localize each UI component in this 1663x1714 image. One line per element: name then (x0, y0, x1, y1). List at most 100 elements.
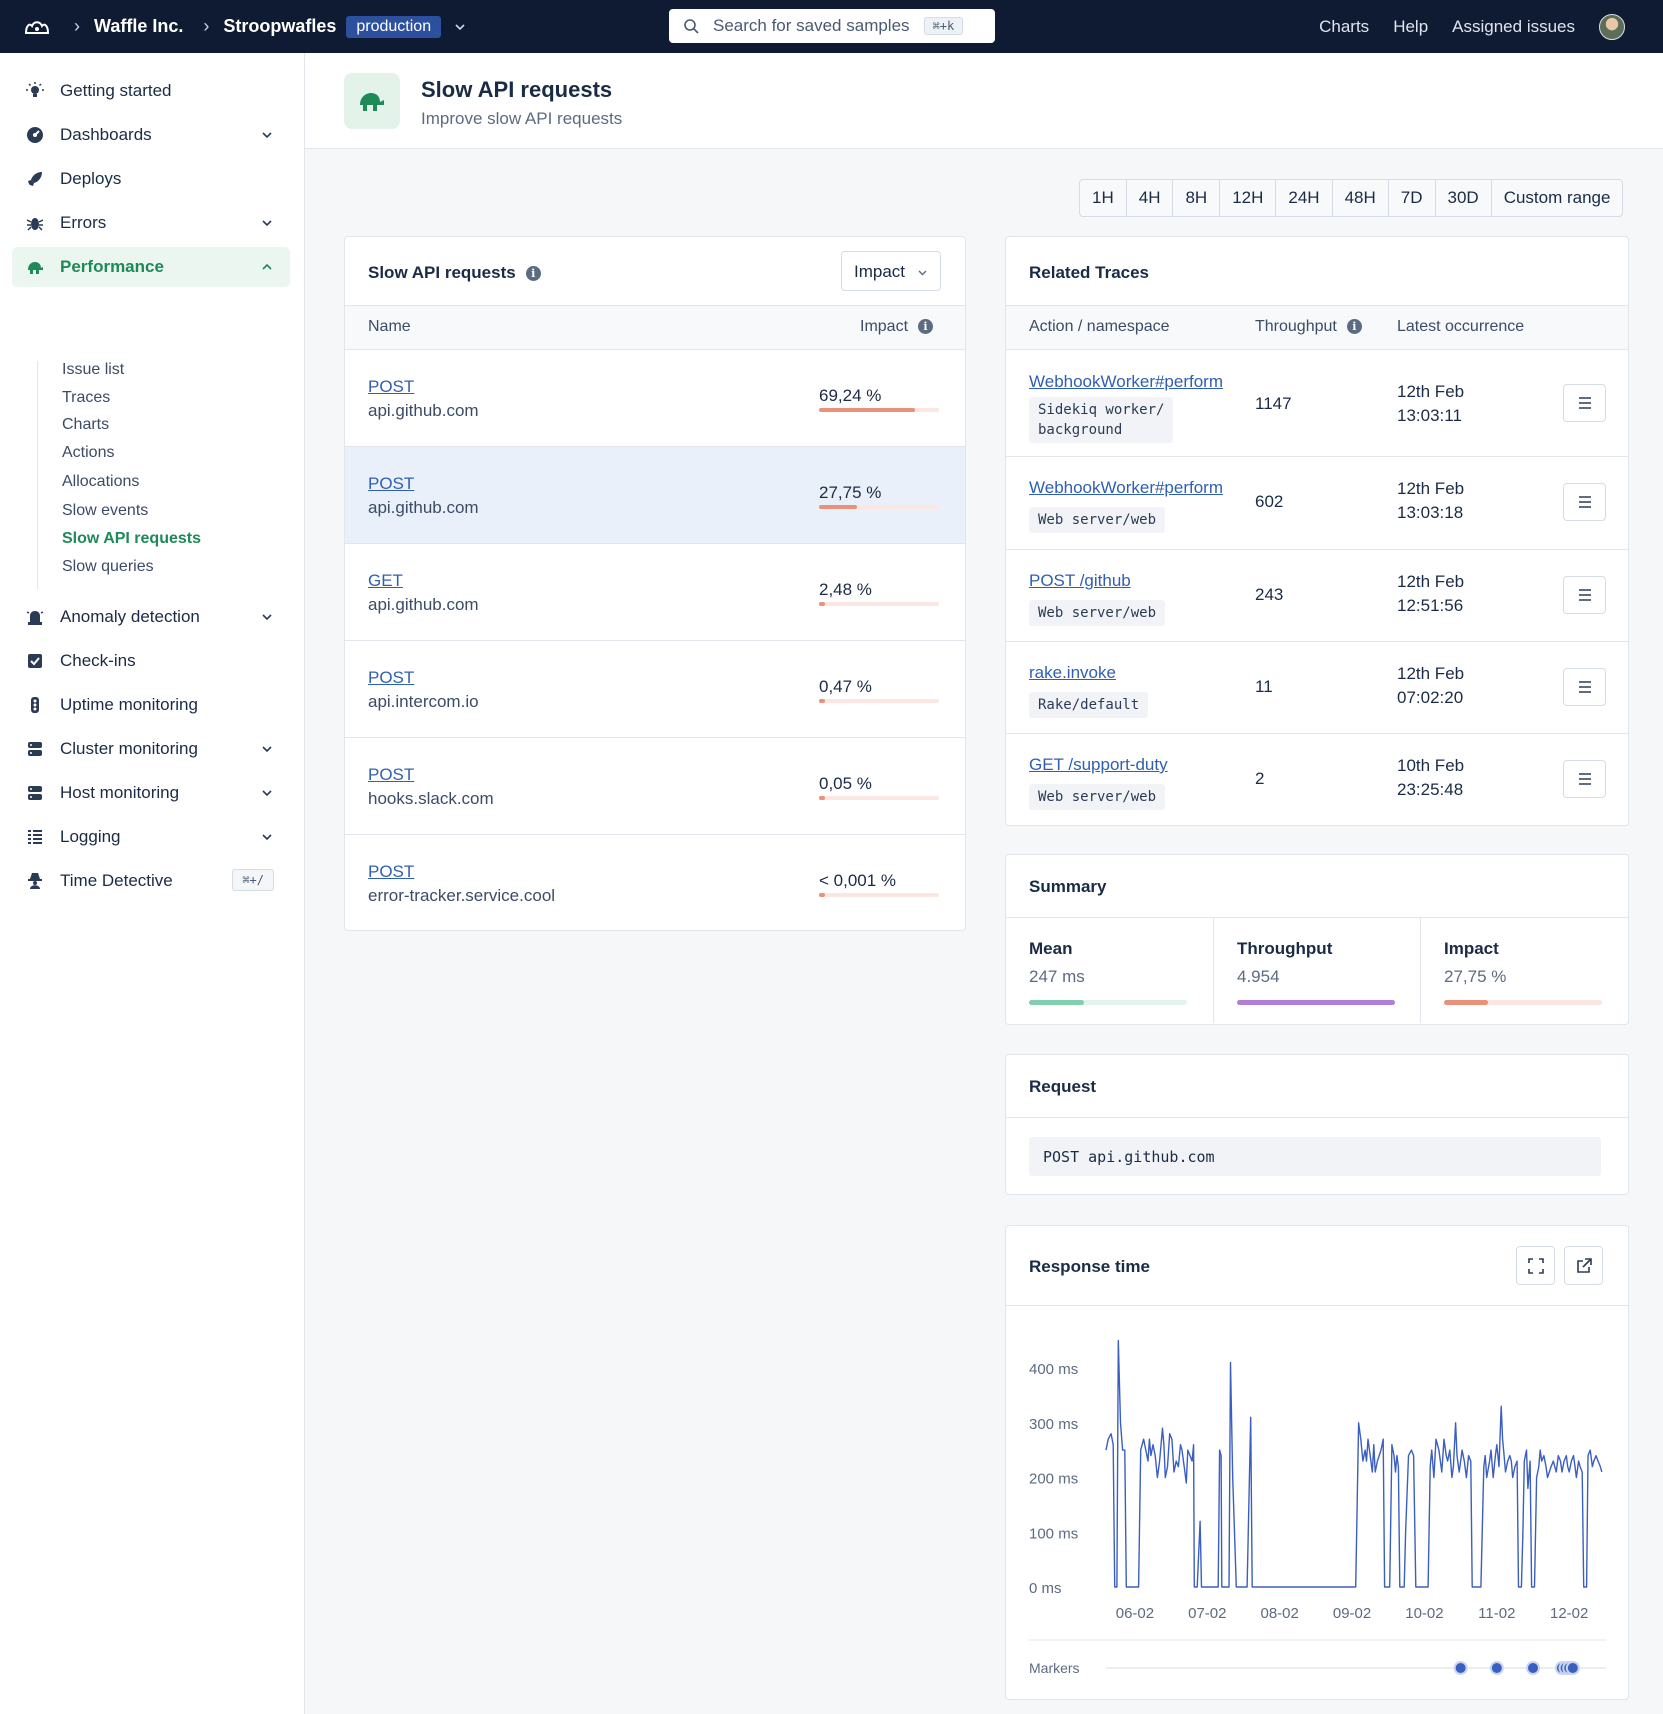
request-method-link[interactable]: POST (368, 765, 415, 784)
alarm-icon (26, 608, 44, 626)
open-external-button[interactable] (1564, 1246, 1603, 1285)
card-title: Request (1029, 1077, 1097, 1096)
impact-value: 0,05 % (819, 774, 872, 793)
trace-action-link[interactable]: GET /support-duty (1029, 755, 1168, 774)
range-custom[interactable]: Custom range (1503, 188, 1611, 207)
request-method-link[interactable]: POST (368, 862, 415, 881)
info-icon[interactable]: i (1346, 319, 1362, 335)
request-method-link[interactable]: POST (368, 377, 415, 396)
time-detective-shortcut: ⌘+/ (232, 869, 274, 891)
info-icon[interactable]: i (525, 266, 541, 282)
occurrence-time: 07:02:20 (1397, 688, 1464, 707)
info-icon[interactable]: i (918, 319, 934, 335)
request-method-link[interactable]: POST (368, 668, 415, 687)
request-method-link[interactable]: POST (368, 474, 415, 493)
trace-menu-button[interactable] (1563, 384, 1606, 422)
range-24h[interactable]: 24H (1276, 180, 1333, 216)
impact-bar-fill (819, 893, 825, 897)
search-placeholder: Search for saved samples (713, 16, 910, 35)
x-tick-label: 08-02 (1261, 1605, 1299, 1622)
avatar[interactable] (1599, 13, 1625, 40)
latest-occurrence: 12th Feb 07:02:20 (1397, 662, 1464, 710)
sidebar-item-getting-started[interactable]: Getting started (12, 71, 290, 111)
table-row[interactable]: POST api.github.com 69,24 % (345, 349, 965, 446)
summary-cell-throughput: Throughput 4.954 (1213, 917, 1419, 1023)
range-48h[interactable]: 48H (1333, 180, 1389, 216)
x-tick-label: 10-02 (1405, 1605, 1443, 1622)
sidebar-sub-charts[interactable]: Charts (62, 416, 110, 433)
sidebar-item-host-monitoring[interactable]: Host monitoring (12, 773, 290, 813)
response-time-series-line[interactable] (1105, 1339, 1603, 1588)
trace-action-link[interactable]: POST /github (1029, 571, 1131, 590)
range-12h[interactable]: 12H (1220, 180, 1277, 216)
fullscreen-button[interactable] (1516, 1246, 1555, 1285)
card-title: Summary (1029, 877, 1107, 896)
sort-select[interactable]: Impact (841, 251, 941, 291)
deploy-marker[interactable] (1526, 1661, 1541, 1675)
trace-action-link[interactable]: rake.invoke (1029, 663, 1116, 682)
menu-icon (1578, 681, 1591, 693)
sidebar-item-dashboards[interactable]: Dashboards (12, 115, 290, 155)
sidebar-item-label: Errors (60, 213, 107, 232)
table-row[interactable]: POST hooks.slack.com 0,05 % (345, 737, 965, 834)
sidebar-item-check-ins[interactable]: Check-ins (12, 641, 290, 681)
range-8h[interactable]: 8H (1173, 180, 1221, 216)
app-crumb[interactable]: Stroopwafles (223, 16, 337, 36)
sidebar-sub-actions[interactable]: Actions (62, 444, 115, 461)
sidebar-sub-slow-api-requests[interactable]: Slow API requests (62, 530, 201, 547)
trace-menu-button[interactable] (1563, 668, 1606, 706)
range-4h[interactable]: 4H (1127, 180, 1174, 216)
nav-charts-link[interactable]: Charts (1319, 16, 1370, 36)
sidebar-item-anomaly-detection[interactable]: Anomaly detection (12, 597, 290, 637)
trace-menu-button[interactable] (1563, 576, 1606, 614)
table-row[interactable]: POST api.intercom.io 0,47 % (345, 640, 965, 737)
org-crumb[interactable]: Waffle Inc. (94, 16, 184, 36)
deploy-marker[interactable] (1565, 1661, 1580, 1675)
sidebar-item-logging[interactable]: Logging (12, 817, 290, 857)
x-tick-label: 12-02 (1550, 1605, 1588, 1622)
sidebar-sub-issue-list[interactable]: Issue list (62, 361, 125, 378)
col-impact-text: Impact (860, 318, 909, 335)
sidebar-sub-slow-events[interactable]: Slow events (62, 502, 149, 519)
sidebar-sub-slow-queries[interactable]: Slow queries (62, 558, 154, 575)
impact-value: 0,47 % (819, 677, 872, 696)
chevron-down-icon[interactable] (453, 20, 467, 34)
sidebar-item-uptime-monitoring[interactable]: Uptime monitoring (12, 685, 290, 725)
nav-help-link[interactable]: Help (1393, 16, 1429, 36)
summary-cell-mean: Mean 247 ms (1006, 917, 1212, 1023)
trace-action-link[interactable]: WebhookWorker#perform (1029, 372, 1224, 391)
range-30d[interactable]: 30D (1436, 180, 1492, 216)
table-row[interactable]: POST api.github.com 27,75 % (345, 446, 965, 543)
deploy-marker[interactable] (1489, 1661, 1504, 1675)
trace-menu-button[interactable] (1563, 760, 1606, 798)
sidebar-item-errors[interactable]: Errors (12, 203, 290, 243)
related-traces-card: Related Traces Action / namespace Throug… (1005, 236, 1629, 826)
appsignal-logo-icon[interactable] (24, 15, 54, 39)
sidebar-sub-traces[interactable]: Traces (62, 389, 111, 406)
trace-action-link[interactable]: WebhookWorker#perform (1029, 478, 1224, 497)
card-title: Related Traces (1029, 263, 1150, 282)
table-row[interactable]: POST error-tracker.service.cool < 0,001 % (345, 834, 965, 931)
table-row[interactable]: GET api.github.com 2,48 % (345, 543, 965, 640)
menu-icon (1578, 397, 1591, 409)
environment-badge[interactable]: production (346, 15, 442, 38)
range-7d[interactable]: 7D (1389, 180, 1436, 216)
deploy-marker[interactable] (1453, 1661, 1468, 1675)
summary-label: Impact (1444, 939, 1499, 958)
occurrence-time: 13:03:18 (1397, 503, 1464, 522)
sidebar-item-deploys[interactable]: Deploys (12, 159, 290, 199)
response-time-chart[interactable]: 0 ms 100 ms 200 ms 300 ms 400 ms 06-02 07-02 08… (1006, 1306, 1628, 1699)
range-1h[interactable]: 1H (1080, 180, 1127, 216)
sidebar-item-time-detective[interactable]: Time Detective ⌘+/ (12, 861, 290, 901)
sidebar-item-performance[interactable]: Performance (12, 247, 290, 287)
nav-assigned-issues-link[interactable]: Assigned issues (1452, 16, 1575, 36)
sidebar-item-cluster-monitoring[interactable]: Cluster monitoring (12, 729, 290, 769)
table-row: rake.invoke Rake/default 11 12th Feb 07:02:2… (1006, 641, 1628, 733)
trace-menu-button[interactable] (1563, 483, 1606, 521)
col-latest: Latest occurrence (1397, 318, 1525, 335)
summary-bar-fill (1237, 1000, 1395, 1005)
search-input[interactable]: Search for saved samples ⌘+k (669, 9, 995, 43)
sidebar-sub-allocations[interactable]: Allocations (62, 473, 140, 490)
occurrence-time: 13:03:11 (1397, 406, 1462, 425)
request-method-link[interactable]: GET (368, 571, 403, 590)
